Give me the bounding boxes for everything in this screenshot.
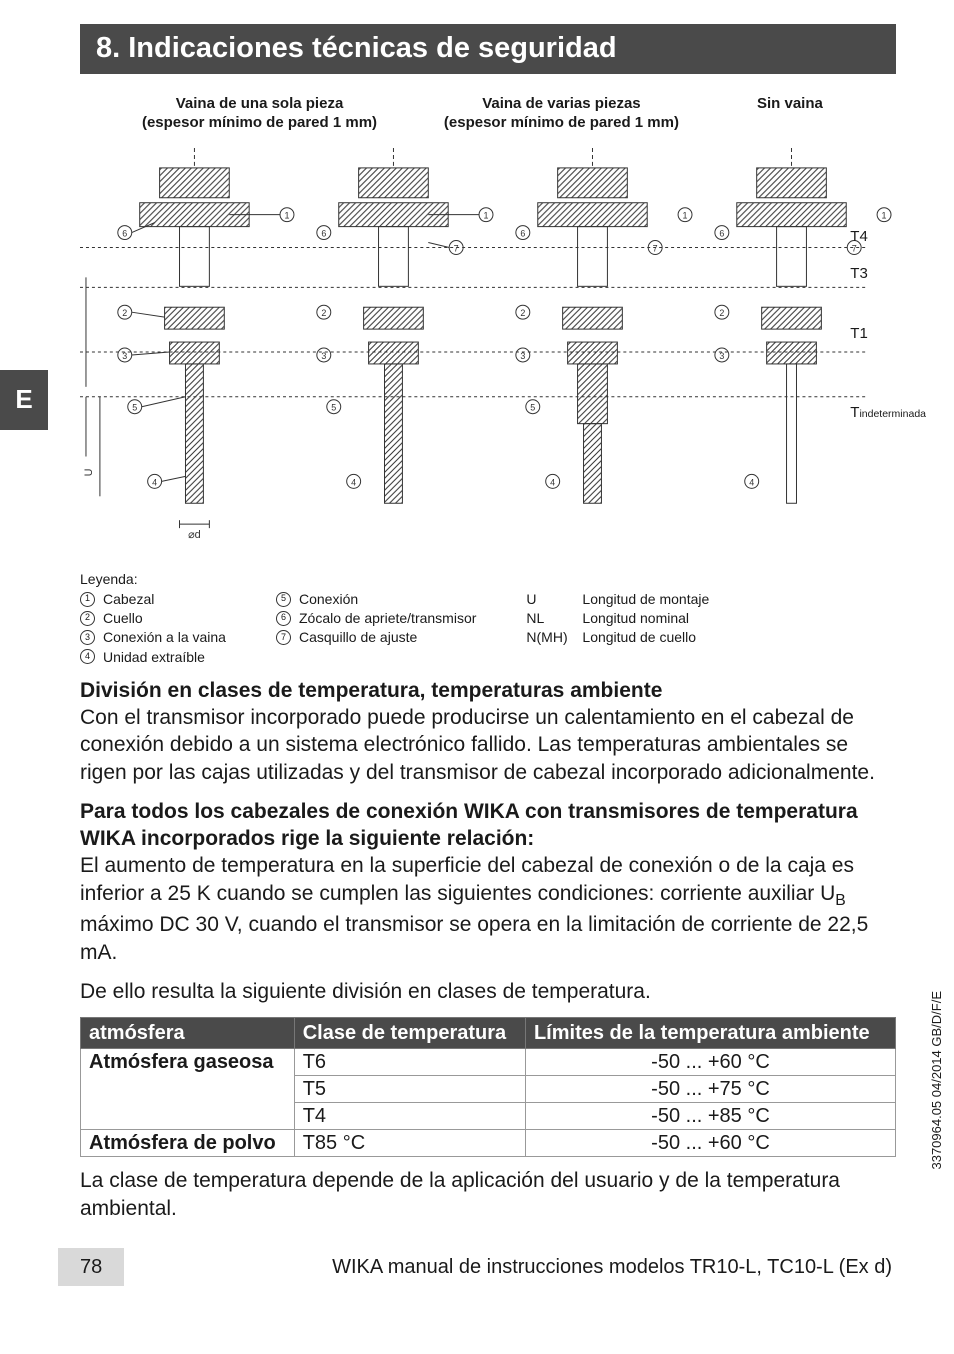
document-code: 3370964.05 04/2014 GB/D/F/E bbox=[929, 991, 946, 1170]
svg-text:⌀d: ⌀d bbox=[188, 529, 201, 541]
svg-text:4: 4 bbox=[351, 477, 356, 487]
cell-atmosphere: Atmósfera gaseosa bbox=[81, 1049, 295, 1130]
section-header: 8. Indicaciones técnicas de seguridad bbox=[80, 24, 896, 74]
svg-text:2: 2 bbox=[122, 308, 127, 318]
legend-key: N(MH) bbox=[526, 628, 582, 646]
temperature-class-table: atmósfera Clase de temperatura Límites d… bbox=[80, 1017, 896, 1157]
svg-text:4: 4 bbox=[550, 477, 555, 487]
svg-text:5: 5 bbox=[331, 402, 336, 412]
svg-text:N: N bbox=[80, 329, 81, 337]
zone-label-tind: Tindeterminada bbox=[850, 403, 926, 423]
legend-number-2: 2 bbox=[80, 611, 95, 626]
table-row: Atmósfera de polvo T85 °C -50 ... +60 °C bbox=[81, 1130, 896, 1157]
legend-number-6: 6 bbox=[276, 611, 291, 626]
cell-limit: -50 ... +60 °C bbox=[525, 1049, 895, 1076]
svg-text:3: 3 bbox=[520, 351, 525, 361]
table-header-atmosphere: atmósfera bbox=[81, 1018, 295, 1049]
legend-text: Casquillo de ajuste bbox=[299, 628, 417, 646]
svg-text:1: 1 bbox=[484, 210, 489, 220]
legend-text: Unidad extraíble bbox=[103, 648, 205, 666]
svg-text:6: 6 bbox=[520, 228, 525, 238]
svg-text:7: 7 bbox=[454, 243, 459, 253]
cell-class: T5 bbox=[294, 1076, 525, 1103]
legend-number-3: 3 bbox=[80, 630, 95, 645]
thermowell-drawings-svg: 1 6 2 3 5 4 bbox=[80, 137, 896, 567]
legend-number-4: 4 bbox=[80, 649, 95, 664]
svg-text:3: 3 bbox=[719, 351, 724, 361]
legend-text: Longitud de montaje bbox=[582, 590, 709, 608]
technical-diagram: 1 6 2 3 5 4 bbox=[80, 137, 896, 667]
zone-label-t4: T4 bbox=[850, 227, 926, 247]
svg-text:5: 5 bbox=[530, 402, 535, 412]
diagram-titles: Vaina de una sola pieza (espesor mínimo … bbox=[80, 94, 896, 133]
legend-number-1: 1 bbox=[80, 592, 95, 607]
legend-text: Longitud de cuello bbox=[582, 628, 696, 646]
page-number: 78 bbox=[58, 1248, 124, 1286]
cell-class: T85 °C bbox=[294, 1130, 525, 1157]
page-footer: 78 WIKA manual de instrucciones modelos … bbox=[80, 1248, 896, 1286]
cell-limit: -50 ... +60 °C bbox=[525, 1130, 895, 1157]
diagram-title-2-line1: Vaina de varias piezas bbox=[439, 94, 684, 114]
zone-label-t3: T3 bbox=[850, 264, 926, 284]
diagram-title-1-line1: Vaina de una sola pieza bbox=[80, 94, 439, 114]
svg-text:1: 1 bbox=[683, 210, 688, 220]
legend-key: U bbox=[526, 590, 582, 608]
svg-text:4: 4 bbox=[749, 477, 754, 487]
svg-text:1: 1 bbox=[882, 210, 887, 220]
legend-col-1: 1 Cabezal 2 Cuello 3 Conexión a la vaina 4U… bbox=[80, 590, 226, 667]
cell-limit: -50 ... +75 °C bbox=[525, 1076, 895, 1103]
legend-number-7: 7 bbox=[276, 630, 291, 645]
svg-text:3: 3 bbox=[321, 351, 326, 361]
legend-text: Conexión a la vaina bbox=[103, 628, 226, 646]
paragraph-3: De ello resulta la siguiente división en… bbox=[80, 978, 896, 1005]
svg-text:6: 6 bbox=[321, 228, 326, 238]
paragraph-1: Con el transmisor incorporado puede prod… bbox=[80, 704, 896, 786]
paragraph-2: El aumento de temperatura en la superfic… bbox=[80, 852, 896, 966]
svg-text:4: 4 bbox=[152, 477, 157, 487]
diagram-title-1-line2: (espesor mínimo de pared 1 mm) bbox=[80, 113, 439, 133]
table-header-limits: Límites de la temperatura ambiente bbox=[525, 1018, 895, 1049]
legend-col-2: 5Conexión 6Zócalo de apriete/transmisor … bbox=[276, 590, 476, 667]
diagram-title-2-line2: (espesor mínimo de pared 1 mm) bbox=[439, 113, 684, 133]
legend-title: Leyenda: bbox=[80, 570, 896, 588]
svg-text:2: 2 bbox=[321, 308, 326, 318]
legend-col-3: ULongitud de montaje NLLongitud nominal … bbox=[526, 590, 709, 667]
svg-text:6: 6 bbox=[122, 228, 127, 238]
cell-class: T6 bbox=[294, 1049, 525, 1076]
svg-text:7: 7 bbox=[653, 243, 658, 253]
svg-text:U: U bbox=[83, 468, 95, 476]
cell-class: T4 bbox=[294, 1103, 525, 1130]
language-tab: E bbox=[0, 370, 48, 430]
svg-text:5: 5 bbox=[132, 402, 137, 412]
legend-text: Conexión bbox=[299, 590, 358, 608]
zone-label-t1: T1 bbox=[850, 324, 926, 344]
heading-division: División en clases de temperatura, tempe… bbox=[80, 677, 896, 704]
diagram-title-3-line1: Sin vaina bbox=[684, 94, 896, 114]
heading-relation: Para todos los cabezales de conexión WIK… bbox=[80, 798, 896, 853]
cell-limit: -50 ... +85 °C bbox=[525, 1103, 895, 1130]
svg-text:2: 2 bbox=[520, 308, 525, 318]
cell-atmosphere: Atmósfera de polvo bbox=[81, 1130, 295, 1157]
legend-number-5: 5 bbox=[276, 592, 291, 607]
paragraph-4: La clase de temperatura depende de la ap… bbox=[80, 1167, 896, 1222]
table-row: Atmósfera gaseosa T6 -50 ... +60 °C bbox=[81, 1049, 896, 1076]
temperature-zone-labels: T4 T3 T1 Tindeterminada bbox=[850, 227, 926, 441]
legend-text: Cabezal bbox=[103, 590, 154, 608]
footer-text: WIKA manual de instrucciones modelos TR1… bbox=[124, 1254, 896, 1280]
legend-text: Zócalo de apriete/transmisor bbox=[299, 609, 476, 627]
svg-text:2: 2 bbox=[719, 308, 724, 318]
legend-text: Cuello bbox=[103, 609, 143, 627]
legend-key: NL bbox=[526, 609, 582, 627]
svg-text:1: 1 bbox=[284, 210, 289, 220]
table-header-class: Clase de temperatura bbox=[294, 1018, 525, 1049]
svg-text:A: A bbox=[80, 423, 81, 431]
legend-text: Longitud nominal bbox=[582, 609, 689, 627]
svg-text:3: 3 bbox=[122, 351, 127, 361]
svg-text:6: 6 bbox=[719, 228, 724, 238]
